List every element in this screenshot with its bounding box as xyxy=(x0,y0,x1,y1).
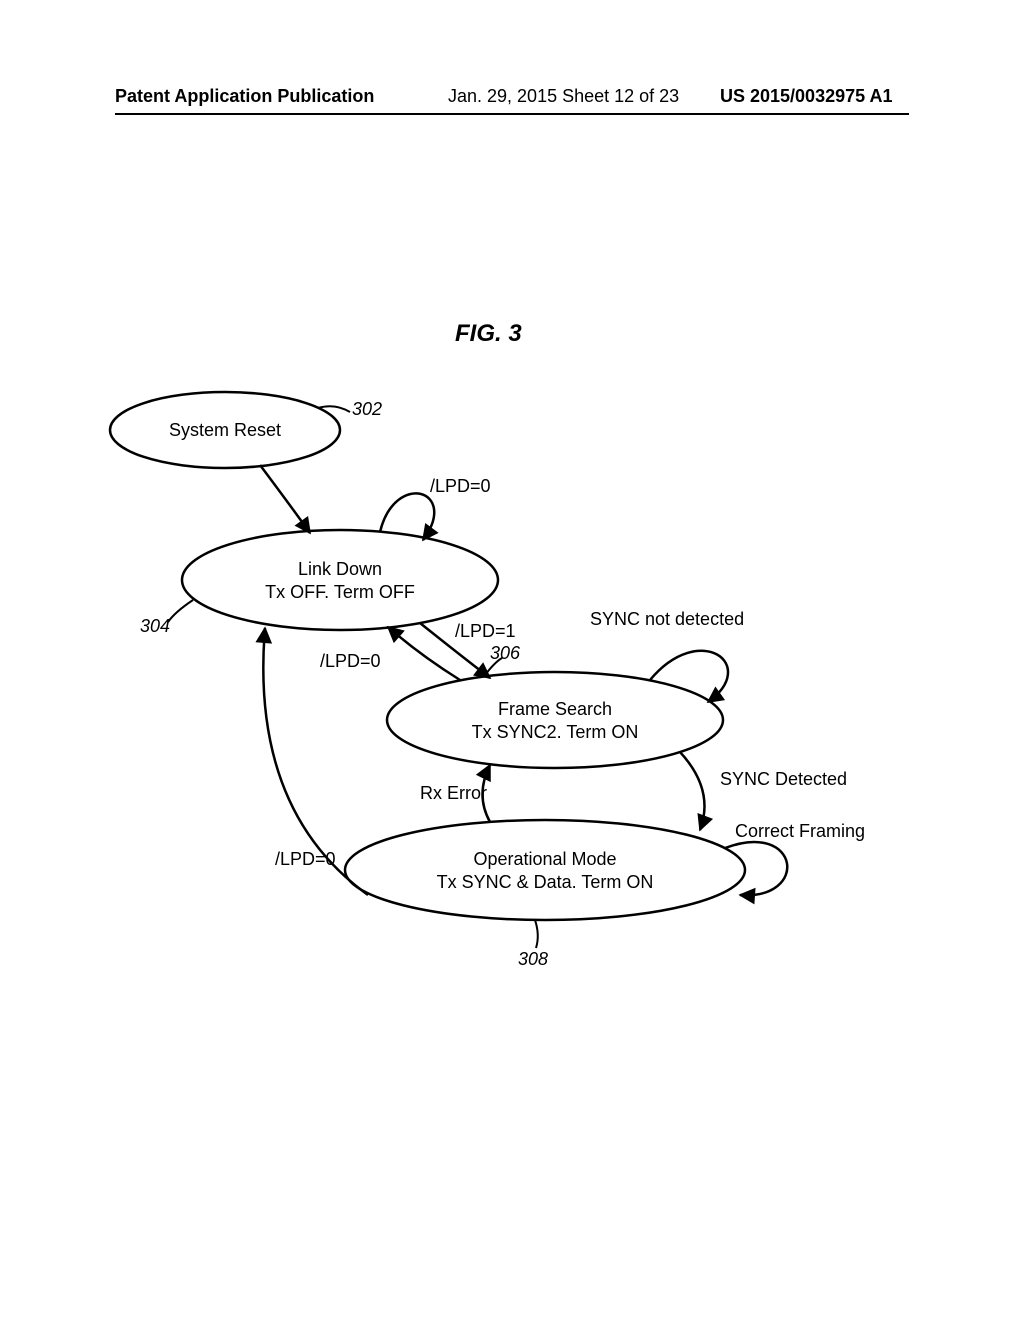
edge-label-linkdown-self: /LPD=0 xyxy=(430,475,491,498)
label-link-down: Link Down Tx OFF. Term OFF xyxy=(230,558,450,603)
ref-304: 304 xyxy=(140,615,170,638)
label-system-reset: System Reset xyxy=(150,419,300,442)
ref-306: 306 xyxy=(490,642,520,665)
edge-label-op-to-linkdown: /LPD=0 xyxy=(275,848,336,871)
edge-frame-to-linkdown xyxy=(388,627,460,680)
edge-frame-to-op xyxy=(680,752,705,830)
edge-label-frame-to-linkdown: /LPD=0 xyxy=(320,650,381,673)
edge-label-linkdown-to-frame: /LPD=1 xyxy=(455,620,516,643)
edge-frame-self xyxy=(650,651,728,702)
ref-leader-304 xyxy=(168,600,193,622)
page: Patent Application Publication Jan. 29, … xyxy=(0,0,1024,1320)
edge-reset-to-linkdown xyxy=(260,465,310,533)
ref-308: 308 xyxy=(518,948,548,971)
edge-label-frame-to-op: SYNC Detected xyxy=(720,768,847,791)
label-operational: Operational Mode Tx SYNC & Data. Term ON xyxy=(375,848,715,893)
edge-label-op-to-frame: Rx Error xyxy=(420,782,487,805)
label-frame-search: Frame Search Tx SYNC2. Term ON xyxy=(425,698,685,743)
edge-label-frame-self: SYNC not detected xyxy=(590,608,790,631)
ref-302: 302 xyxy=(352,398,382,421)
edge-label-op-self: Correct Framing xyxy=(735,820,895,843)
ref-leader-308 xyxy=(535,920,538,948)
